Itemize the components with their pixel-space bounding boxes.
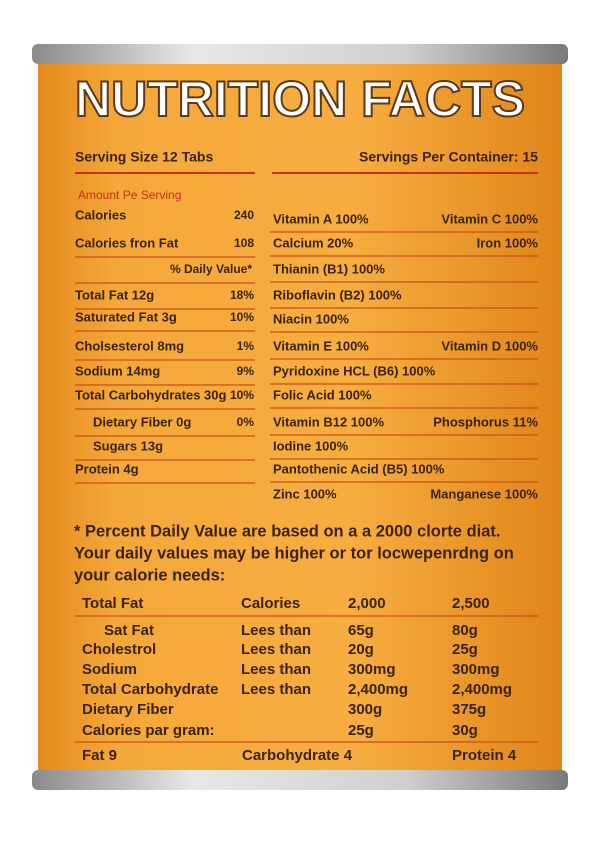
nutrient-name: Dietary Fiber 0g (93, 414, 191, 429)
footnote: * Percent Daily Value are based on a a 2… (74, 522, 500, 540)
content: Calories 240 Calories fron Fat 108 % Daily V… (74, 207, 538, 764)
table-label: Calories par gram: (82, 722, 215, 739)
table-compare: Calories (241, 595, 300, 612)
nutrient-name: Protein 4g (75, 461, 139, 476)
vitamin: Vitamin C 100% (441, 211, 538, 226)
vitamin: Phosphorus 11% (433, 414, 538, 429)
table-label: Cholestrol (82, 641, 156, 658)
nutrient-value: 0% (237, 415, 255, 429)
footnote: your calorie needs: (74, 566, 225, 584)
table-label: Sat Fat (104, 622, 154, 639)
table-value: 2,500 (452, 595, 490, 612)
table-compare: Lees than (241, 681, 311, 698)
vitamin: Vitamin E 100% (273, 338, 369, 353)
vitamin: Riboflavin (B2) 100% (273, 287, 402, 302)
nutrient-value: 18% (230, 288, 254, 302)
table-value: 25g (452, 641, 478, 658)
table-value: 2,400mg (348, 681, 408, 698)
table-label: Sodium (82, 661, 137, 678)
table-value: 80g (452, 622, 478, 639)
table-value: 375g (452, 701, 486, 718)
calorie-factor: Carbohydrate 4 (242, 747, 353, 764)
nutrient-value: 240 (234, 208, 254, 222)
footnote: Your daily values may be higher or tor l… (74, 544, 514, 562)
table-value: 30g (452, 722, 478, 739)
can-body (38, 62, 562, 772)
table-value: 2,000 (348, 595, 386, 612)
nutrient-name: Calories (75, 207, 126, 222)
vitamin: Folic Acid 100% (273, 387, 372, 402)
table-label: Total Carbohydrate (82, 681, 218, 698)
nutrient-value: 108 (234, 236, 254, 250)
vitamin: Vitamin A 100% (273, 211, 369, 226)
nutrient-name: Total Fat 12g (75, 287, 154, 302)
calorie-factor: Fat 9 (82, 747, 117, 764)
daily-value-heading: % Daily Value* (170, 262, 252, 276)
nutrient-name: Saturated Fat 3g (75, 309, 177, 324)
vitamin: Niacin 100% (273, 311, 349, 326)
vitamin: Pyridoxine HCL (B6) 100% (273, 363, 436, 378)
amount-heading: Amount Pe Serving (78, 188, 181, 202)
nutrient-name: Sodium 14mg (75, 363, 160, 378)
table-value: 2,400mg (452, 681, 512, 698)
vitamin: Manganese 100% (430, 486, 538, 501)
table-value: 25g (348, 722, 374, 739)
servings: Servings Per Container: 15 (359, 149, 538, 165)
nutrient-name: Cholsesterol 8mg (75, 338, 184, 353)
nutrient-name: Calories fron Fat (75, 235, 179, 250)
serving-size: Serving Size 12 Tabs (75, 149, 213, 165)
table-value: 20g (348, 641, 374, 658)
nutrient-value: 10% (230, 310, 254, 324)
vitamin: Iron 100% (477, 235, 539, 250)
table-value: 300mg (348, 661, 396, 678)
table-value: 300g (348, 701, 382, 718)
nutrient-name: Total Carbohydrates 30g (75, 387, 227, 402)
vitamin: Vitamin B12 100% (273, 414, 384, 429)
table-label: Total Fat (82, 595, 143, 612)
vitamin: Zinc 100% (273, 486, 337, 501)
table-value: 65g (348, 622, 374, 639)
top-rim (32, 44, 568, 64)
nutrient-value: 1% (237, 339, 255, 353)
table-label: Dietary Fiber (82, 701, 174, 718)
table-compare: Lees than (241, 661, 311, 678)
bottom-rim (32, 770, 568, 790)
vitamin: Pantothenic Acid (B5) 100% (273, 461, 445, 476)
vitamin: Thianin (B1) 100% (273, 261, 385, 276)
table-value: 300mg (452, 661, 500, 678)
vitamin: Vitamin D 100% (441, 338, 538, 353)
nutrient-value: 9% (237, 364, 255, 378)
calorie-factor: Protein 4 (452, 747, 517, 764)
title: NUTRITION FACTS (75, 71, 525, 127)
vitamin: Calcium 20% (273, 235, 354, 250)
table-compare: Lees than (241, 622, 311, 639)
vitamin: Iodine 100% (273, 438, 349, 453)
table-compare: Lees than (241, 641, 311, 658)
nutrient-value: 10% (230, 388, 254, 402)
nutrient-name: Sugars 13g (93, 438, 163, 453)
